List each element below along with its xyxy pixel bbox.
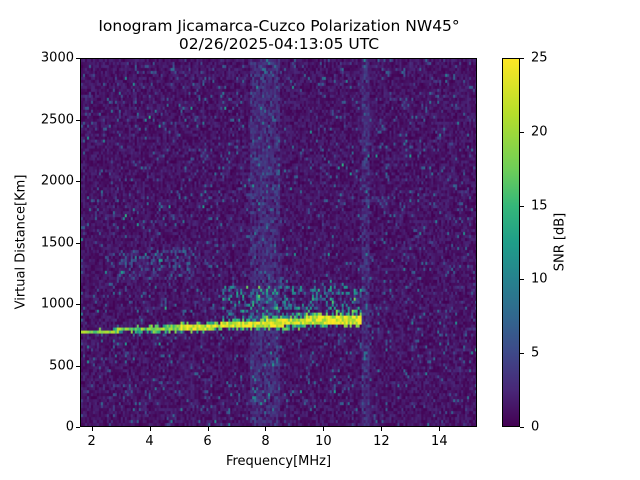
y-tick-label: 1500 xyxy=(40,235,74,250)
x-tick-label: 14 xyxy=(431,434,448,449)
x-tick-label: 6 xyxy=(203,434,212,449)
chart-subtitle: 02/26/2025-04:13:05 UTC xyxy=(178,35,380,53)
y-tick-mark xyxy=(76,181,80,182)
colorbar-tick-label: 10 xyxy=(531,271,548,287)
y-tick-label: 2000 xyxy=(40,173,74,189)
x-tick-mark xyxy=(91,427,93,431)
colorbar-tick-label: 15 xyxy=(531,198,548,214)
y-tick-mark xyxy=(76,242,80,244)
colorbar-tick-mark xyxy=(520,353,524,355)
colorbar-tick-label: 5 xyxy=(531,345,540,361)
colorbar-tick-mark xyxy=(520,58,524,59)
x-axis-label: Frequency[MHz] xyxy=(225,454,332,469)
y-tick-mark xyxy=(76,304,80,305)
colorbar-tick-label: 20 xyxy=(531,124,548,140)
colorbar-tick-label: 25 xyxy=(531,50,548,66)
y-tick-label: 3000 xyxy=(40,50,74,66)
ionogram-plot-area xyxy=(80,58,477,427)
colorbar-tick-mark xyxy=(520,205,524,207)
y-tick-mark xyxy=(76,365,80,367)
x-tick-label: 12 xyxy=(373,434,390,449)
y-axis-label: Virtual Distance[Km] xyxy=(13,174,29,310)
x-tick-mark xyxy=(265,427,267,431)
x-tick-label: 8 xyxy=(261,434,270,449)
x-tick-label: 10 xyxy=(315,434,332,449)
colorbar-tick-mark xyxy=(520,427,524,428)
y-tick-label: 1000 xyxy=(40,296,74,312)
ionogram-heatmap xyxy=(81,59,476,426)
chart-title: Ionogram Jicamarca-Cuzco Polarization NW… xyxy=(98,17,460,35)
colorbar-tick-mark xyxy=(520,131,524,133)
y-tick-mark xyxy=(76,58,80,59)
y-tick-label: 2500 xyxy=(40,112,74,127)
colorbar-tick-mark xyxy=(520,279,524,281)
x-tick-mark xyxy=(323,427,325,431)
x-tick-label: 2 xyxy=(87,434,96,449)
y-tick-mark xyxy=(76,427,80,428)
colorbar-tick-label: 0 xyxy=(531,419,540,435)
x-tick-label: 4 xyxy=(145,434,154,449)
x-tick-mark xyxy=(381,427,383,431)
y-tick-label: 500 xyxy=(49,358,74,373)
x-tick-mark xyxy=(207,427,209,431)
colorbar-label: SNR [dB] xyxy=(552,212,568,272)
x-tick-mark xyxy=(149,427,151,431)
y-tick-mark xyxy=(76,119,80,121)
x-tick-mark xyxy=(439,427,441,431)
colorbar xyxy=(502,58,520,427)
y-tick-label: 0 xyxy=(65,419,74,435)
